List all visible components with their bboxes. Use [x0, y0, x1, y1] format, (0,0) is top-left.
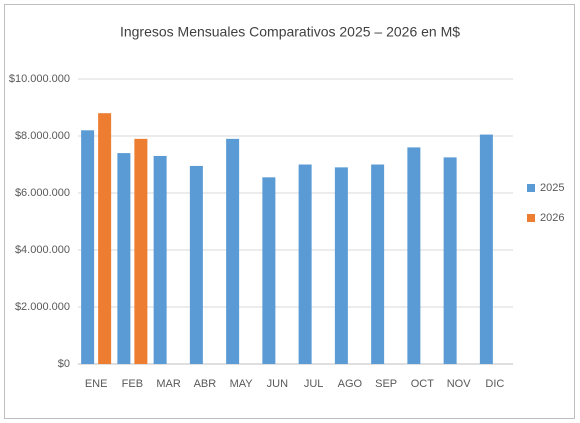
x-tick-label: OCT	[411, 378, 435, 390]
bar	[334, 167, 348, 364]
legend-swatch	[527, 184, 535, 192]
y-tick-label: $10.000.000	[9, 73, 70, 85]
bar	[298, 164, 312, 364]
bar	[98, 113, 112, 364]
chart-title: Ingresos Mensuales Comparativos 2025 – 2…	[120, 24, 460, 40]
bar	[407, 147, 421, 364]
bar	[226, 138, 240, 364]
x-tick-label: JUL	[304, 378, 324, 390]
legend-label: 2026	[540, 212, 564, 224]
y-tick-label: $0	[58, 358, 70, 370]
x-tick-label: FEB	[122, 378, 143, 390]
x-tick-label: MAY	[230, 378, 254, 390]
bar	[81, 130, 95, 364]
x-tick-label: MAR	[156, 378, 181, 390]
y-tick-label: $4.000.000	[15, 244, 70, 256]
x-tick-label: NOV	[447, 378, 472, 390]
bar	[153, 155, 167, 364]
x-tick-label: ENE	[85, 378, 108, 390]
x-tick-label: ABR	[194, 378, 217, 390]
bar	[189, 165, 203, 364]
bar	[134, 138, 148, 364]
legend-swatch	[527, 214, 535, 222]
bar	[117, 153, 131, 364]
x-tick-label: SEP	[375, 378, 397, 390]
x-tick-label: AGO	[338, 378, 363, 390]
legend-label: 2025	[540, 182, 564, 194]
y-tick-label: $2.000.000	[15, 301, 70, 313]
bar	[443, 157, 457, 364]
bar	[371, 164, 385, 364]
bar	[262, 177, 276, 364]
y-tick-label: $8.000.000	[15, 130, 70, 142]
y-tick-label: $6.000.000	[15, 187, 70, 199]
x-tick-label: JUN	[267, 378, 288, 390]
x-tick-label: DIC	[485, 378, 504, 390]
bar	[479, 134, 493, 364]
